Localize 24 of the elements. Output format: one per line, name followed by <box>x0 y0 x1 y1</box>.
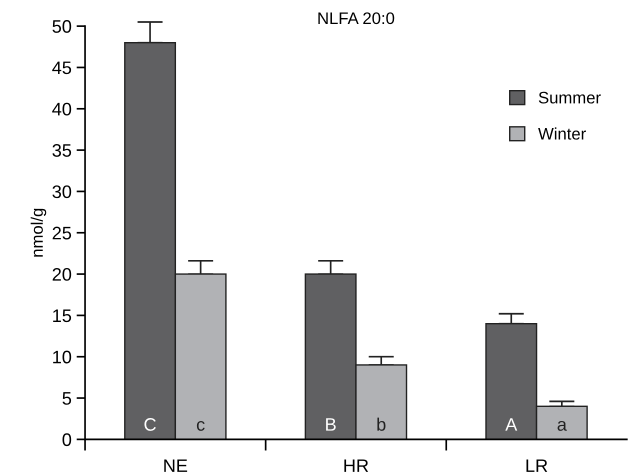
y-tick-label: 10 <box>53 350 72 364</box>
y-tick-label: 35 <box>52 144 72 157</box>
y-tick-label: 25 <box>52 226 72 240</box>
y-tick-label: 30 <box>52 185 72 198</box>
y-tick-label: 40 <box>52 102 72 116</box>
legend-label: Summer <box>538 92 601 104</box>
x-tick-label: LR <box>526 459 548 472</box>
y-axis-title: nmol/g <box>30 208 46 257</box>
x-tick-label: NE <box>164 459 188 472</box>
data-label: C <box>144 418 156 431</box>
data-label: A <box>505 418 518 431</box>
data-label: c <box>196 420 205 431</box>
y-tick-label: 5 <box>62 392 72 405</box>
data-label: B <box>326 418 336 431</box>
x-tick-label: HR <box>344 459 368 472</box>
y-tick-label: 20 <box>52 268 72 281</box>
data-label: a <box>558 420 567 431</box>
y-tick-label: 0 <box>62 433 72 446</box>
data-label: b <box>377 418 386 431</box>
legend-label: Winter <box>538 127 586 140</box>
chart-title: NLFA 20:0 <box>318 12 394 24</box>
y-tick-label: 45 <box>52 62 72 74</box>
y-tick-label: 15 <box>53 310 72 322</box>
y-tick-label: 50 <box>52 20 72 33</box>
